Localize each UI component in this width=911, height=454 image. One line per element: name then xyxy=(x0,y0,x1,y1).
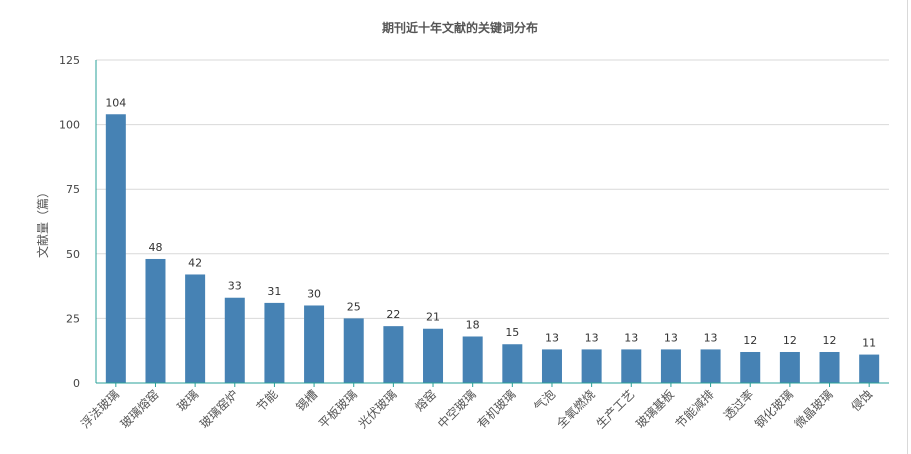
bar xyxy=(621,349,642,383)
x-tick-label: 节能减排 xyxy=(673,387,717,431)
bar xyxy=(145,258,166,383)
data-label: 13 xyxy=(704,331,718,344)
x-tick-label: 玻璃 xyxy=(174,387,201,414)
data-label: 12 xyxy=(783,334,797,347)
bar xyxy=(740,351,761,383)
x-tick-label: 中空玻璃 xyxy=(434,387,479,432)
x-tick-label: 气泡 xyxy=(531,387,559,415)
bar xyxy=(502,344,523,383)
bar xyxy=(423,328,444,383)
data-label: 13 xyxy=(624,331,638,344)
data-label: 12 xyxy=(743,334,757,347)
data-label: 15 xyxy=(505,326,519,339)
x-tick-label: 微晶玻璃 xyxy=(792,387,836,431)
y-axis-ticks: 0 25 50 75 100 125 xyxy=(59,54,80,390)
x-tick-label: 玻璃熔窑 xyxy=(117,387,162,432)
x-tick-label: 生产工艺 xyxy=(594,387,638,431)
data-label: 42 xyxy=(188,256,202,269)
data-label: 12 xyxy=(823,334,837,347)
bar xyxy=(779,351,800,383)
data-label: 21 xyxy=(426,311,440,324)
data-label: 33 xyxy=(228,280,242,293)
x-tick-label: 浮法玻璃 xyxy=(78,387,122,431)
x-tick-label: 玻璃基板 xyxy=(633,387,677,431)
bar xyxy=(819,351,840,383)
x-tick-label: 侵蚀 xyxy=(848,387,876,415)
data-label: 13 xyxy=(545,331,559,344)
bar xyxy=(224,297,245,383)
data-label: 31 xyxy=(267,285,281,298)
data-label: 11 xyxy=(862,337,876,350)
x-tick-label: 平板玻璃 xyxy=(316,387,360,431)
bars xyxy=(105,114,880,383)
bar xyxy=(304,305,325,383)
x-tick-label: 节能 xyxy=(254,387,281,414)
x-tick-label: 钢化玻璃 xyxy=(752,387,796,431)
right-border xyxy=(907,0,908,454)
bar xyxy=(383,326,404,383)
x-tick-label: 锡槽 xyxy=(293,387,321,415)
bar xyxy=(541,349,562,383)
data-label: 18 xyxy=(466,318,480,331)
bar xyxy=(462,336,483,383)
y-tick-label: 0 xyxy=(73,377,80,390)
bar xyxy=(343,318,364,383)
bar xyxy=(264,302,285,383)
x-tick-label: 透过率 xyxy=(720,387,756,423)
data-label: 30 xyxy=(307,287,321,300)
x-tick-label: 光伏玻璃 xyxy=(356,387,400,431)
chart-title: 期刊近十年文献的关键词分布 xyxy=(382,20,538,35)
y-tick-label: 50 xyxy=(66,248,80,261)
data-label: 13 xyxy=(664,331,678,344)
bar xyxy=(660,349,681,383)
data-label: 48 xyxy=(148,241,162,254)
data-label: 104 xyxy=(105,96,126,109)
x-tick-label: 全氧燃烧 xyxy=(553,387,598,432)
x-tick-label: 熔窑 xyxy=(412,387,440,415)
bar xyxy=(859,354,880,383)
y-axis-label: 文献量（篇） xyxy=(35,186,50,258)
bar xyxy=(185,274,206,383)
grid-lines xyxy=(96,59,889,319)
y-tick-label: 25 xyxy=(66,312,80,325)
bar xyxy=(581,349,602,383)
x-tick-label: 有机玻璃 xyxy=(475,387,519,431)
data-labels: 104 48 42 33 31 30 25 22 21 18 15 13 13 13 13 13 12 12 12 1… xyxy=(105,96,876,349)
bar xyxy=(105,114,126,383)
x-tick-label: 玻璃窑炉 xyxy=(196,387,241,432)
data-label: 22 xyxy=(386,308,400,321)
data-label: 25 xyxy=(347,300,361,313)
data-label: 13 xyxy=(585,331,599,344)
bar xyxy=(700,349,721,383)
y-tick-label: 75 xyxy=(66,183,80,196)
y-tick-label: 125 xyxy=(59,54,80,67)
y-tick-label: 100 xyxy=(59,119,80,132)
